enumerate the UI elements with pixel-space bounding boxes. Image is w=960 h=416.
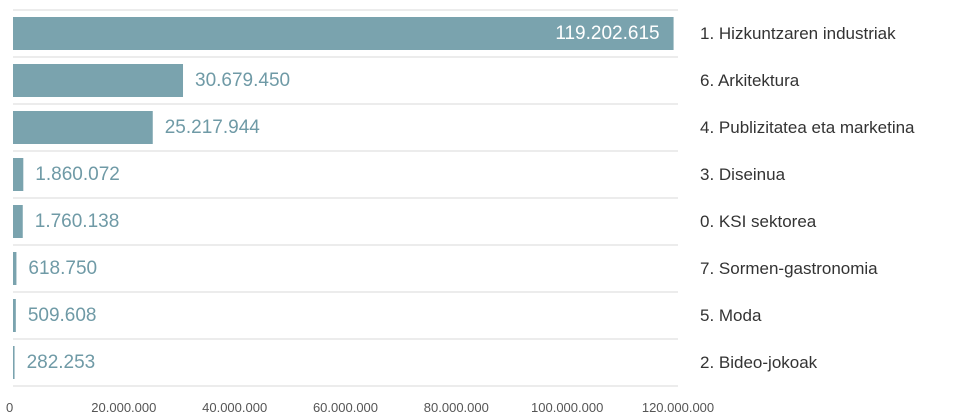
x-tick-label: 120.000.000 xyxy=(642,400,714,415)
bar-value-label: 119.202.615 xyxy=(555,23,659,44)
category-label: 0. KSI sektorea xyxy=(700,212,817,231)
bar-value-label: 1.760.138 xyxy=(35,211,120,232)
category-label: 5. Moda xyxy=(700,306,762,325)
bar-value-label: 282.253 xyxy=(27,352,96,373)
bar xyxy=(13,205,23,238)
x-tick-label: 20.000.000 xyxy=(91,400,156,415)
x-tick-label: 0 xyxy=(6,400,13,415)
category-label: 3. Diseinua xyxy=(700,165,786,184)
category-label: 2. Bideo-jokoak xyxy=(700,353,818,372)
bar xyxy=(13,158,24,191)
bar-value-label: 1.860.072 xyxy=(35,164,120,185)
category-label: 1. Hizkuntzaren industriak xyxy=(700,24,896,43)
category-labels: 1. Hizkuntzaren industriak 6. Arkitektura… xyxy=(700,24,915,372)
x-tick-label: 100.000.000 xyxy=(531,400,603,415)
x-tick-label: 40.000.000 xyxy=(202,400,267,415)
bar-value-label: 25.217.944 xyxy=(165,117,261,138)
category-label: 6. Arkitektura xyxy=(700,71,800,90)
value-labels: 119.202.615 30.679.450 25.217.944 1.860.072… xyxy=(27,23,660,373)
bar xyxy=(13,111,153,144)
x-axis: 0 20.000.000 40.000.000 60.000.000 80.000.00… xyxy=(6,400,714,415)
bar-value-label: 509.608 xyxy=(28,305,97,326)
bars xyxy=(13,17,674,379)
bar xyxy=(13,346,15,379)
x-tick-label: 60.000.000 xyxy=(313,400,378,415)
bar xyxy=(13,64,184,97)
x-tick-label: 80.000.000 xyxy=(424,400,489,415)
grid-lines xyxy=(13,9,678,387)
category-label: 7. Sormen-gastronomia xyxy=(700,259,878,278)
bar-value-label: 30.679.450 xyxy=(195,70,290,91)
bar-value-label: 618.750 xyxy=(28,258,97,279)
bar xyxy=(13,17,674,50)
category-label: 4. Publizitatea eta marketina xyxy=(700,118,915,137)
bar xyxy=(13,299,16,332)
bar xyxy=(13,252,17,285)
